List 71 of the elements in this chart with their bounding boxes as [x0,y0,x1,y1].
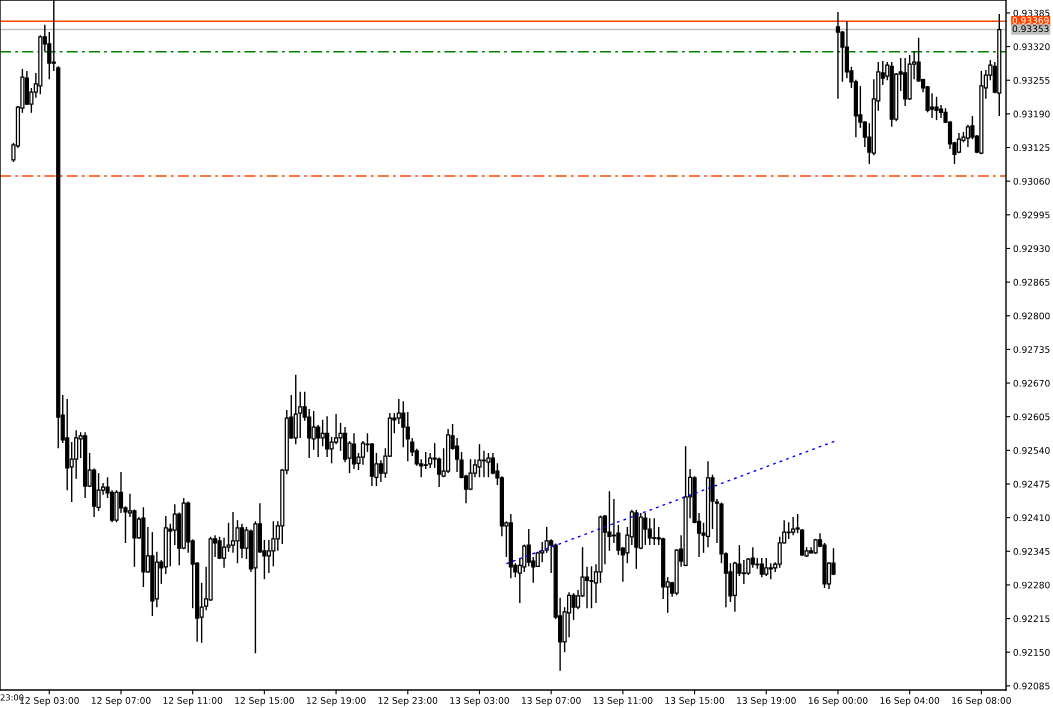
candlestick [647,517,652,546]
x-tick-label: 12 Sep 23:00 [378,697,438,706]
candlestick [522,543,527,573]
y-tick-label: 0.92475 [1013,480,1050,488]
candlestick [298,391,303,439]
candlestick [589,565,594,609]
candlestick [643,512,648,546]
x-tick-label: 13 Sep 07:00 [522,697,581,706]
candlestick [172,503,177,546]
candlestick [405,411,410,462]
y-tick-label: 0.92280 [1013,581,1050,589]
y-tick-label: 0.92930 [1013,245,1050,253]
y-tick-label: 0.92865 [1013,278,1050,286]
candlestick [401,400,406,448]
y-tick-label: 0.92540 [1013,447,1050,454]
candlestick [333,413,339,445]
x-tick-label: 16 Sep 00:00 [808,697,868,706]
candlestick [584,566,590,609]
candlestick [571,592,576,621]
candlestick [526,528,531,567]
candlestick [307,408,312,459]
y-tick-label: 0.93255 [1013,76,1050,84]
x-tick-label: 12 Sep 19:00 [306,697,366,706]
x-tick-label: 12 Sep 15:00 [235,697,294,706]
y-tick-label: 0.92995 [1013,211,1050,219]
candlestick [266,539,271,574]
y-tick-label: 0.93190 [1013,110,1050,118]
candlestick [221,537,227,569]
x-tick-label: 13 Sep 19:00 [737,697,796,706]
x-tick-label: 13 Sep 11:00 [593,697,653,706]
x-tick-label: 12 Sep 07:00 [91,697,151,706]
candlestick [396,398,401,425]
candlestick [486,452,491,478]
y-tick-label: 0.92215 [1013,615,1050,623]
candlestick [791,516,796,536]
y-tick-label: 0.92410 [1013,514,1050,522]
candlestick [741,559,746,585]
y-tick-label: 0.92670 [1013,379,1050,387]
x-tick-label: 13 Sep 15:00 [665,697,725,706]
x-tick-label: 13 Sep 03:00 [450,697,509,706]
candlestick [74,429,79,480]
y-tick-label: 0.92345 [1013,548,1050,555]
candlestick [934,96,939,121]
candlestick [360,440,366,466]
y-tick-label: 0.92150 [1013,648,1050,656]
candlestick [351,432,357,470]
y-tick-label: 0.92085 [1013,682,1050,690]
y-tick-label: 0.93060 [1013,177,1050,185]
y-tick-label: 0.93320 [1013,43,1050,51]
candlestick [316,424,321,458]
ref-line-label: 0.93353 [1012,25,1049,33]
y-tick-label: 0.92605 [1013,413,1050,421]
candlestick [230,511,236,554]
y-tick-label: 0.92735 [1013,346,1050,353]
y-tick-label: 0.93125 [1013,144,1050,152]
candlestick [239,523,245,559]
x-tick-label: 16 Sep 04:00 [880,697,940,706]
candlestick [320,419,325,447]
x-tick-label: 16 Sep 08:00 [952,697,1011,706]
candlestick [938,104,944,119]
candlestick [965,124,971,148]
candlestick [325,415,330,458]
candlestick [652,517,657,546]
candlestick [759,557,764,578]
candlestick [477,443,482,478]
candlestick [437,456,442,488]
candlestick [764,557,769,577]
x-tick-label: 12 Sep 11:00 [163,697,223,706]
candlestick [835,11,841,100]
y-tick-label: 0.92800 [1013,312,1050,320]
candlestick [293,374,298,445]
